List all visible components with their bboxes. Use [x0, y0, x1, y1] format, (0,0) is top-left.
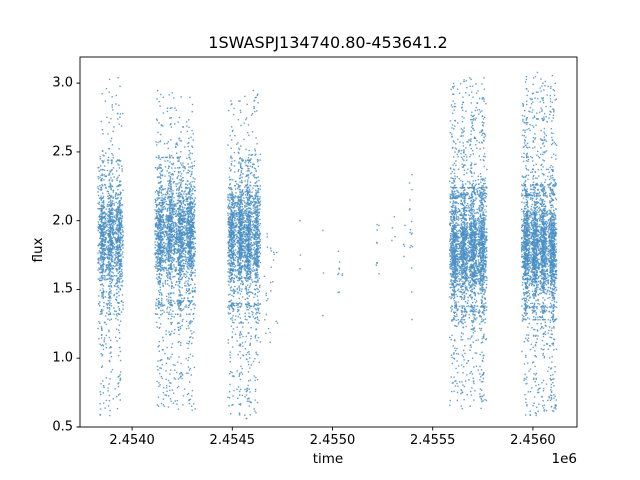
x-tick-label: 2.4550: [309, 433, 356, 448]
x-axis-offset-label: 1e6: [551, 451, 577, 467]
x-tick-label: 2.4545: [209, 433, 256, 448]
x-tick-label: 2.4560: [510, 433, 556, 448]
x-axis-label: time: [312, 451, 344, 467]
y-tick-label: 3.0: [52, 75, 73, 91]
y-tick-label: 1.0: [52, 350, 73, 366]
y-tick-label: 0.5: [52, 419, 73, 435]
x-tick-label: 2.4540: [109, 433, 155, 448]
y-tick-label: 1.5: [52, 281, 73, 297]
x-tick-label: 2.4555: [409, 433, 456, 448]
y-axis-label: flux: [30, 237, 46, 263]
y-tick-label: 2.0: [52, 213, 73, 229]
chart-title: 1SWASPJ134740.80-453641.2: [208, 33, 448, 52]
y-tick-label: 2.5: [52, 144, 73, 160]
